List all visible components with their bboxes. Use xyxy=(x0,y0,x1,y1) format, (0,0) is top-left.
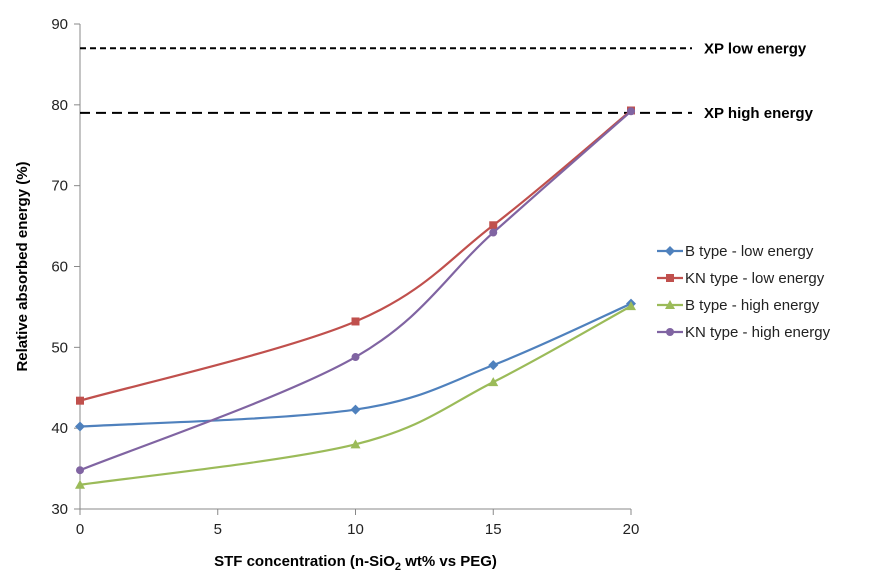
data-point-marker xyxy=(488,377,499,387)
y-tick-label: 30 xyxy=(51,501,68,518)
y-axis-title: Relative absorbed energy (%) xyxy=(14,161,31,371)
series-line xyxy=(79,109,632,402)
data-point-marker xyxy=(351,317,360,326)
legend-label: B type - high energy xyxy=(685,297,820,314)
x-axis-title-part: wt% vs PEG) xyxy=(401,553,497,570)
legend-item: KN type - high energy xyxy=(657,324,831,341)
data-point-marker xyxy=(665,300,675,309)
data-point-marker xyxy=(626,301,636,311)
series xyxy=(75,106,636,489)
axes xyxy=(79,24,631,510)
data-point-marker xyxy=(75,421,85,432)
series-line xyxy=(79,302,632,428)
legend-item: B type - high energy xyxy=(657,297,820,314)
data-point-marker xyxy=(350,439,361,449)
x-tick-label: 20 xyxy=(623,521,640,538)
reference-line-label: XP high energy xyxy=(704,105,814,122)
legend-item: B type - low energy xyxy=(657,243,814,260)
data-point-marker xyxy=(350,404,361,415)
reference-lines: XP low energy XP high energy xyxy=(80,40,814,122)
data-point-marker xyxy=(75,479,85,489)
x-tick-label: 5 xyxy=(214,521,222,538)
data-point-marker xyxy=(666,328,674,336)
data-point-marker xyxy=(76,396,84,405)
legend: B type - low energy KN type - low energy B… xyxy=(657,243,831,341)
x-axis-title-part: STF concentration (n-SiO xyxy=(214,553,395,570)
series-b-type-high-energy xyxy=(75,301,636,489)
data-point-marker xyxy=(351,353,360,362)
x-ticks: 0 5 10 15 20 xyxy=(76,509,640,538)
x-tick-label: 10 xyxy=(347,521,364,538)
x-tick-label: 0 xyxy=(76,521,84,538)
legend-label: B type - low energy xyxy=(685,243,814,260)
y-tick-label: 70 xyxy=(51,178,68,195)
data-point-marker xyxy=(76,466,84,475)
reference-line-label: XP low energy xyxy=(704,40,807,57)
legend-item: KN type - low energy xyxy=(657,270,825,287)
data-point-marker xyxy=(665,246,675,256)
y-tick-label: 40 xyxy=(51,420,68,437)
y-ticks: 30 40 50 60 70 80 90 xyxy=(51,16,80,518)
y-tick-label: 50 xyxy=(51,339,68,356)
series-line xyxy=(79,110,632,472)
legend-label: KN type - high energy xyxy=(685,324,831,341)
data-point-marker xyxy=(489,228,498,237)
legend-label: KN type - low energy xyxy=(685,270,825,287)
y-tick-label: 60 xyxy=(51,259,68,276)
y-tick-label: 90 xyxy=(51,16,68,33)
x-tick-label: 15 xyxy=(485,521,502,538)
data-point-marker xyxy=(488,360,499,371)
data-point-marker xyxy=(627,107,635,116)
data-point-marker xyxy=(666,274,674,282)
series-kn-type-high-energy xyxy=(76,107,635,475)
data-point-marker xyxy=(489,221,498,230)
x-axis-title-subscript: 2 xyxy=(395,561,401,573)
series-line xyxy=(79,305,632,486)
x-axis-title: STF concentration (n-SiO2 wt% vs PEG) xyxy=(214,553,497,573)
y-tick-label: 80 xyxy=(51,97,68,114)
